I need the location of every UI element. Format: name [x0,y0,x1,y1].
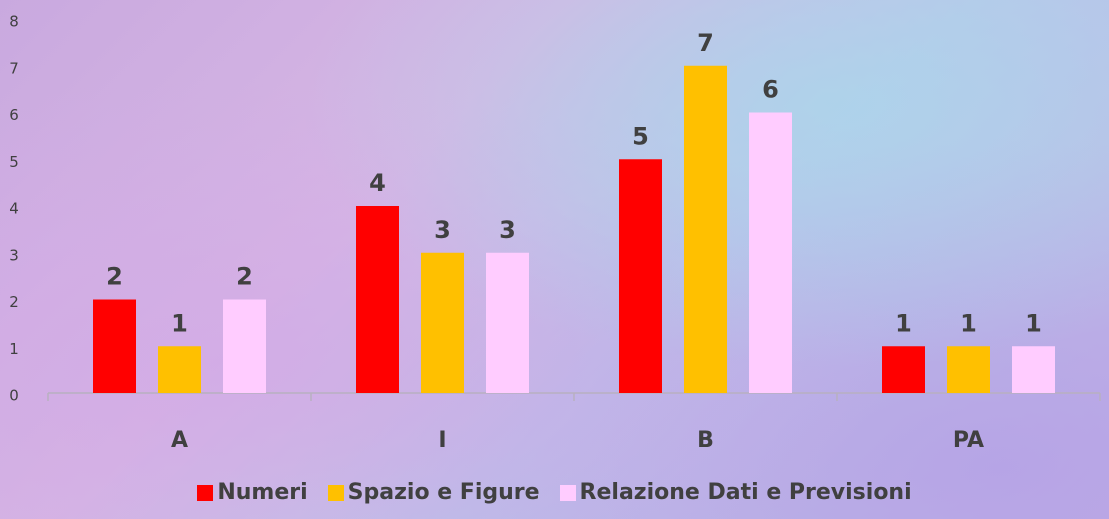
value-label: 4 [369,169,386,197]
value-label: 6 [762,76,779,104]
bar [486,252,529,393]
value-label: 5 [632,122,649,150]
bar [684,65,727,393]
value-label: 1 [960,309,977,337]
bar [947,346,990,393]
y-tick-label: 2 [9,293,19,311]
value-label: 7 [697,29,714,57]
value-label: 1 [1025,309,1042,337]
legend: Numeri Spazio e Figure Relazione Dati e Pr… [0,480,1109,505]
legend-item: Numeri [197,480,308,505]
y-tick-label: 6 [9,106,19,124]
chart: 0 1 2 3 4 5 6 7 8 A 2 1 2 I 4 3 3 B 5 7 6 PA 1 1 1 [9,13,1101,453]
legend-item: Relazione Dati e Previsioni [559,480,912,505]
bar [158,346,201,393]
legend-swatch [197,484,214,501]
bar [356,206,399,393]
x-tick-label: A [171,428,188,453]
y-tick-label: 0 [9,387,19,405]
y-tick-label: 3 [9,246,19,264]
bar [223,299,266,393]
bar [93,299,136,393]
legend-item: Spazio e Figure [327,480,540,505]
bar [749,112,792,393]
y-tick-label: 4 [9,200,19,218]
value-label: 1 [171,309,188,337]
y-tick-label: 1 [9,340,19,358]
legend-label: Spazio e Figure [347,480,540,505]
value-label: 1 [895,309,912,337]
bar [882,346,925,393]
y-tick-label: 7 [9,59,19,77]
value-label: 3 [499,216,516,244]
x-tick-label: PA [953,428,984,453]
legend-swatch [327,484,344,501]
bar [1012,346,1055,393]
value-label: 2 [236,263,253,291]
legend-label: Numeri [217,480,308,505]
bar [619,159,662,393]
x-tick-label: B [697,428,714,453]
value-label: 2 [106,263,123,291]
y-tick-label: 5 [9,153,19,171]
x-tick-label: I [438,428,446,453]
y-tick-label: 8 [9,13,19,31]
legend-swatch [559,484,576,501]
bar [421,252,464,393]
legend-label: Relazione Dati e Previsioni [579,480,912,505]
value-label: 3 [434,216,451,244]
